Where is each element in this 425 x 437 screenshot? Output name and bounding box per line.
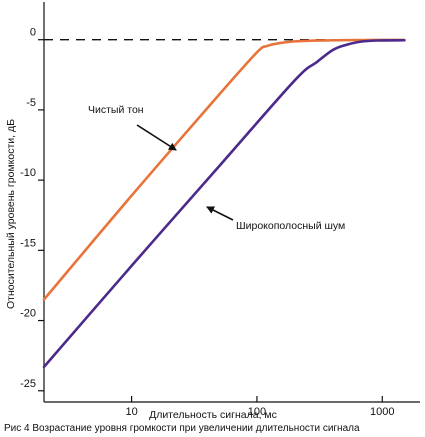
x-axis-title: Длительность сигнала, мс	[149, 409, 277, 421]
x-tick-label: 1000	[370, 406, 394, 418]
series-line-pure-tone	[42, 38, 406, 301]
annotation-broadband-noise: Широкополосный шум	[236, 220, 345, 232]
figure-caption: Рис 4 Возрастание уровня громкости при у…	[4, 423, 360, 434]
annotation-pure-tone-arrow	[136, 124, 177, 151]
annotation-pure-tone: Чистый тон	[88, 104, 144, 116]
loudness-chart: 0 -5 -10 -15 -20 -25 10 100 1000 Чистый тон Шир…	[5, 2, 420, 421]
series-lines	[42, 38, 406, 369]
x-axis-ticks: 10 100 1000	[125, 396, 395, 418]
x-tick-label: 10	[125, 406, 137, 418]
annotation-broadband-noise-arrow	[206, 206, 234, 221]
y-tick-label: -5	[26, 97, 36, 109]
y-tick-label: -15	[20, 237, 36, 249]
y-axis-ticks: 0 -5 -10 -15 -20 -25	[20, 27, 44, 392]
y-tick-label: -25	[20, 378, 36, 390]
series-line-broadband-noise	[42, 38, 406, 369]
y-tick-label: -20	[20, 308, 36, 320]
y-axis-title: Относительный уровень громкости, дБ	[5, 119, 17, 309]
y-tick-label: 0	[30, 27, 36, 39]
x-tick-label: 100	[248, 406, 266, 418]
y-tick-label: -10	[20, 167, 36, 179]
